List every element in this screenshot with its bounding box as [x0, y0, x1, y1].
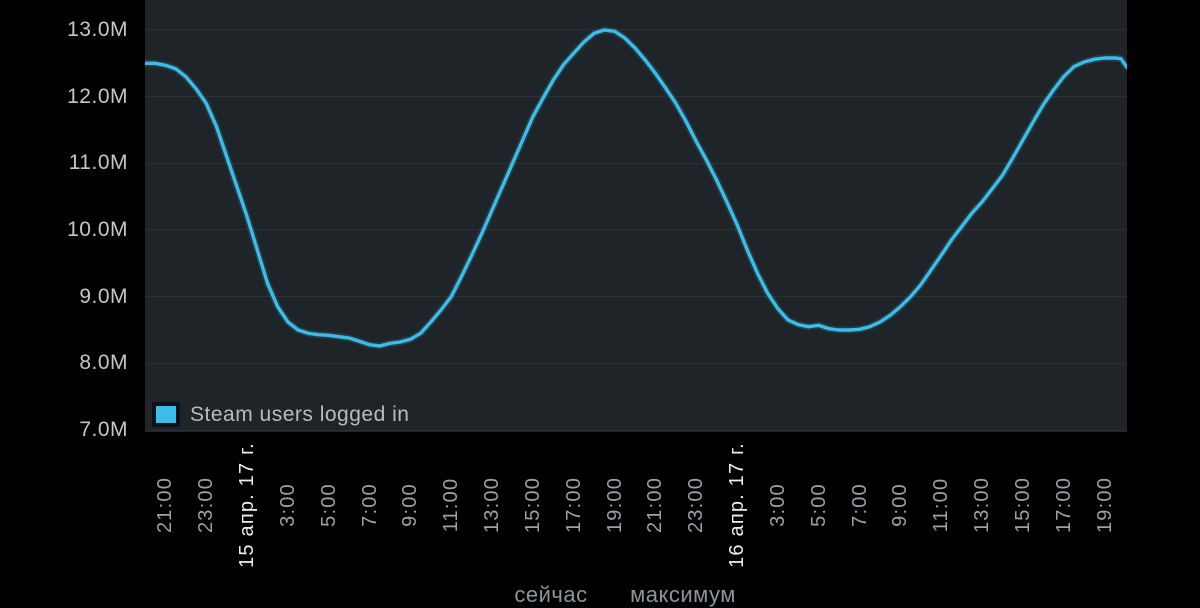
- x-axis-date-label: 15 апр. 17 г.: [236, 442, 259, 568]
- y-gridline: [145, 430, 1127, 431]
- x-axis-time-label: 23:00: [195, 476, 218, 534]
- y-axis-label: 8.0M: [79, 351, 128, 375]
- y-gridline: [145, 229, 1127, 230]
- stats-column-header-now: сейчас: [514, 582, 588, 607]
- legend-item[interactable]: Steam users logged in: [152, 400, 409, 429]
- x-axis-time-label: 3:00: [766, 483, 789, 527]
- y-gridline: [145, 163, 1127, 164]
- stats-column-header-max: максимум: [630, 582, 736, 607]
- x-axis-time-label: 11:00: [440, 477, 463, 533]
- x-axis-time-label: 21:00: [154, 476, 177, 534]
- x-axis-time-label: 23:00: [685, 476, 708, 534]
- x-axis-date-label: 16 апр. 17 г.: [726, 442, 749, 568]
- series-line: [145, 26, 1127, 350]
- x-axis-time-label: 9:00: [399, 483, 422, 527]
- series-line-chart: [145, 26, 1127, 350]
- x-axis-time-label: 5:00: [807, 483, 830, 527]
- plot-area[interactable]: Steam users logged in: [145, 0, 1127, 432]
- x-axis-time-label: 15:00: [1011, 476, 1034, 534]
- y-axis-label: 11.0M: [68, 151, 128, 175]
- y-axis-label: 12.0M: [67, 84, 128, 108]
- x-axis-time-label: 13:00: [971, 476, 994, 534]
- y-gridline: [145, 296, 1127, 297]
- x-axis-time-label: 15:00: [521, 476, 544, 534]
- x-axis-time-label: 3:00: [276, 483, 299, 527]
- y-axis: 13.0M 12.0M 11.0M 10.0M 9.0M 8.0M 7.0M: [0, 0, 130, 441]
- y-axis-label: 13.0M: [67, 18, 128, 41]
- series-color-swatch: [152, 402, 180, 427]
- y-axis-label: 9.0M: [79, 284, 128, 308]
- y-gridline: [145, 29, 1127, 30]
- x-axis-time-label: 7:00: [848, 483, 871, 527]
- x-axis-time-label: 5:00: [317, 483, 340, 527]
- x-axis-time-label: 21:00: [644, 476, 667, 534]
- x-axis-time-label: 17:00: [562, 476, 585, 534]
- series-legend-label: Steam users logged in: [190, 402, 410, 426]
- y-axis-label: 7.0M: [79, 418, 128, 441]
- x-axis-time-label: 17:00: [1052, 476, 1075, 534]
- x-axis-time-label: 9:00: [889, 483, 912, 527]
- y-gridline: [145, 96, 1127, 97]
- x-axis-time-label: 7:00: [358, 483, 381, 527]
- series-line: [145, 28, 1127, 348]
- x-axis-time-label: 19:00: [603, 476, 626, 534]
- x-axis-time-label: 11:00: [930, 477, 953, 533]
- y-axis-label: 10.0M: [67, 218, 128, 241]
- y-gridline: [145, 363, 1127, 364]
- x-axis-time-label: 19:00: [1093, 476, 1116, 534]
- x-axis-time-label: 13:00: [481, 476, 504, 534]
- x-axis: 21:00 23:00 15 апр. 17 г. 3:00 5:00 7:00 9:00 1…: [0, 432, 1200, 600]
